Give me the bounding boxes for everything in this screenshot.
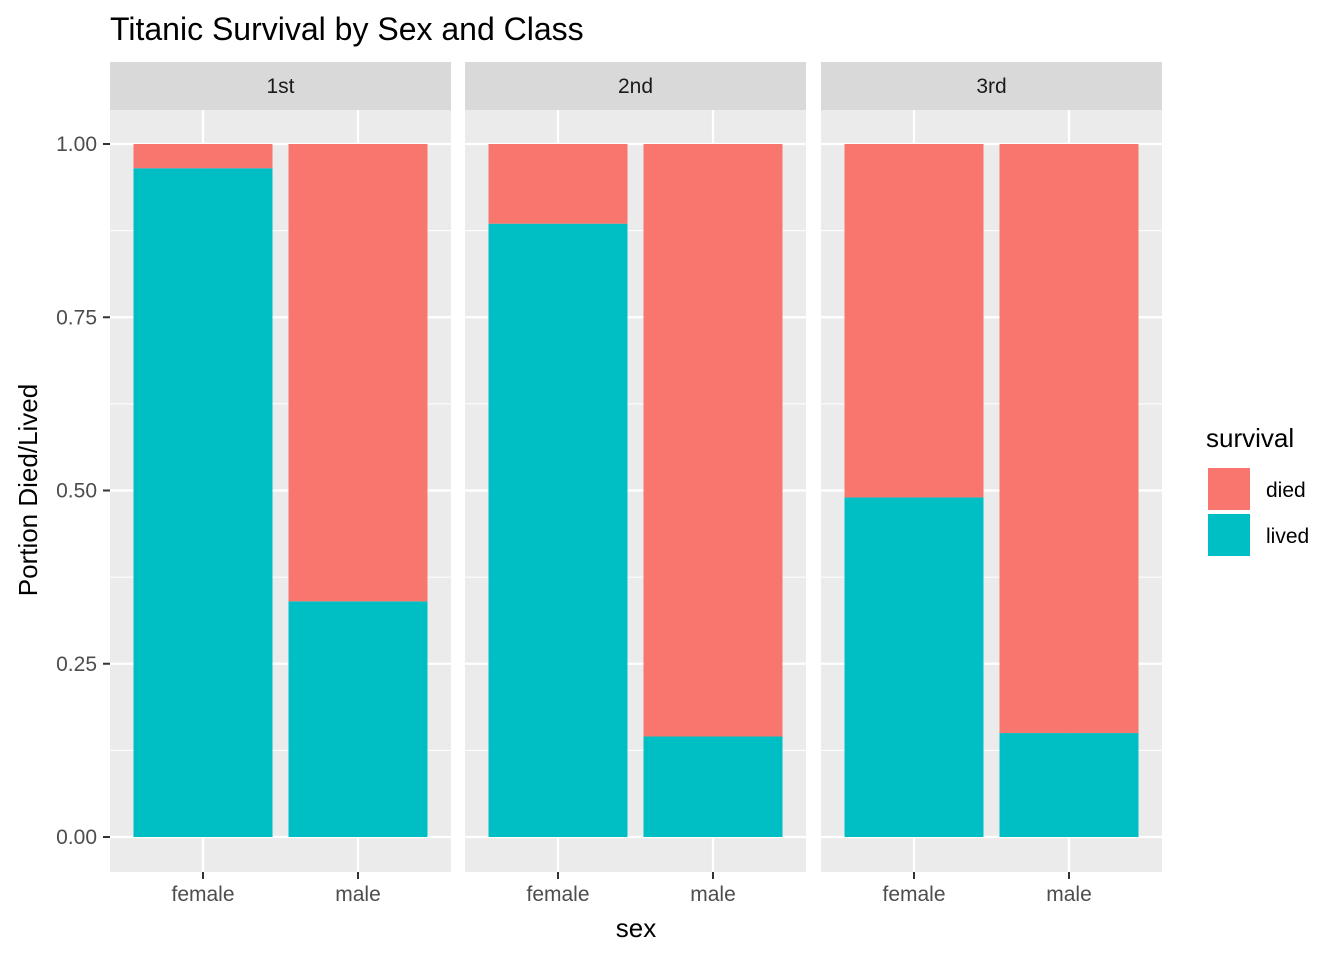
legend-label-died: died <box>1266 479 1306 502</box>
bar-died-1st-male <box>288 144 428 602</box>
bar-died-3rd-male <box>999 144 1139 734</box>
legend-label-lived: lived <box>1266 525 1309 548</box>
bar-died-1st-female <box>133 144 273 169</box>
y-tick-label: 0.25 <box>56 653 97 676</box>
x-tick-label: female <box>171 883 234 906</box>
facet-strip <box>465 62 806 110</box>
x-tick-label: female <box>882 883 945 906</box>
y-axis: 0.00 0.25 0.50 0.75 1.00 <box>56 133 110 849</box>
bar-died-2nd-female <box>488 144 628 224</box>
legend-key-died <box>1208 468 1250 510</box>
legend-title: survival <box>1206 423 1294 453</box>
chart-title: Titanic Survival by Sex and Class <box>110 11 584 47</box>
facet-panels: 1st female male 2nd female male 3rd female male <box>110 62 1162 906</box>
facet-panel-1st: 1st female male <box>110 62 451 906</box>
y-tick-label: 0.50 <box>56 480 97 503</box>
bar-died-2nd-male <box>643 144 783 737</box>
bar-lived-1st-male <box>288 601 428 837</box>
facet-strip-label: 2nd <box>618 75 653 98</box>
bar-died-3rd-female <box>844 144 984 498</box>
x-tick-label: female <box>526 883 589 906</box>
y-tick-label: 0.00 <box>56 826 97 849</box>
legend: survival died lived <box>1206 423 1309 556</box>
facet-strip-label: 3rd <box>976 75 1006 98</box>
x-axis-title: sex <box>616 913 656 943</box>
x-tick-label: male <box>335 883 381 906</box>
bar-lived-2nd-male <box>643 736 783 837</box>
bar-lived-1st-female <box>133 168 273 837</box>
facet-panel-2nd: 2nd female male <box>465 62 806 906</box>
bar-lived-3rd-male <box>999 733 1139 837</box>
x-tick-label: male <box>1046 883 1092 906</box>
legend-key-lived <box>1208 514 1250 556</box>
y-axis-title: Portion Died/Lived <box>13 384 43 596</box>
facet-strip-label: 1st <box>266 75 294 98</box>
bar-lived-3rd-female <box>844 497 984 837</box>
facet-panel-3rd: 3rd female male <box>821 62 1162 906</box>
bar-lived-2nd-female <box>488 223 628 837</box>
y-tick-label: 1.00 <box>56 133 97 156</box>
facet-strip <box>821 62 1162 110</box>
facet-strip <box>110 62 451 110</box>
y-tick-label: 0.75 <box>56 306 97 329</box>
x-tick-label: male <box>690 883 736 906</box>
